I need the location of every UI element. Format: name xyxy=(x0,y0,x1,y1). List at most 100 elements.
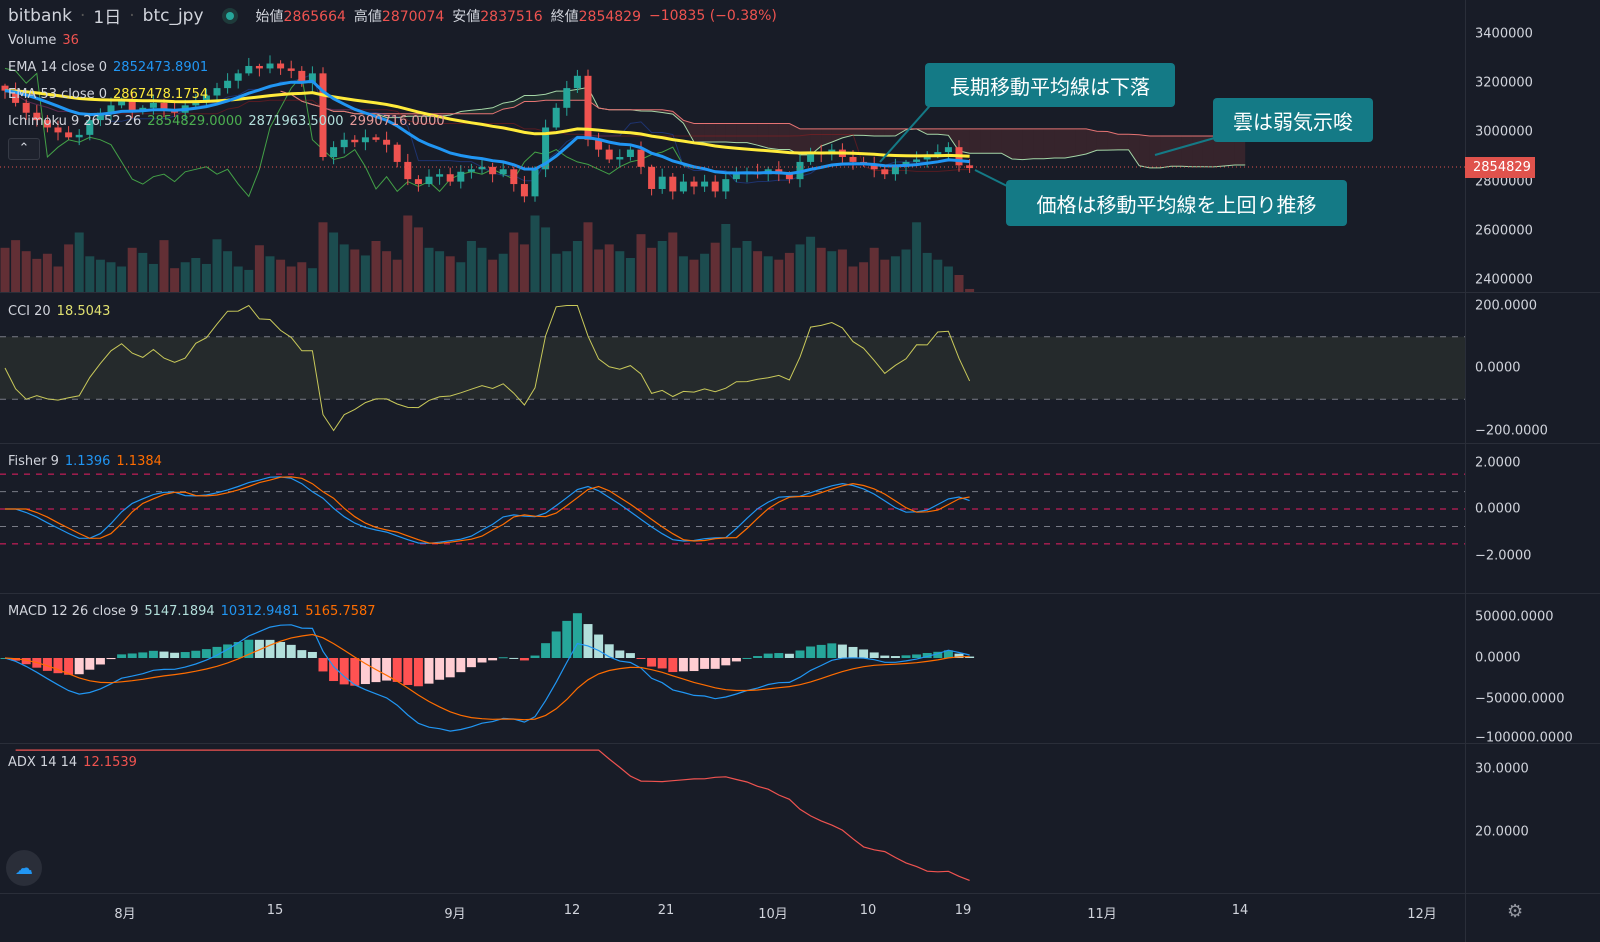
candle-body xyxy=(298,70,306,84)
volume-bar xyxy=(42,253,52,292)
macd-histogram-bar xyxy=(806,646,816,658)
pane-divider[interactable] xyxy=(0,593,1600,594)
price-tick: 2400000 xyxy=(1475,272,1533,288)
adx-tick: 20.0000 xyxy=(1475,824,1529,840)
price-tick: 3200000 xyxy=(1475,75,1533,91)
volume-bar xyxy=(254,245,264,292)
pane-divider[interactable] xyxy=(0,292,1600,293)
candle-body xyxy=(934,152,942,155)
legend-fisher[interactable]: Fisher 9 1.1396 1.1384 xyxy=(8,454,162,469)
interval[interactable]: 1日 xyxy=(93,8,122,28)
time-tick: 12月 xyxy=(1407,907,1437,922)
volume-bar xyxy=(742,241,752,292)
volume-bar xyxy=(519,244,529,292)
ichimoku-cloud-segment xyxy=(545,91,557,101)
macd-histogram-bar xyxy=(106,658,116,660)
legend-macd[interactable]: MACD 12 26 close 9 5147.1894 10312.9481 516… xyxy=(8,604,376,619)
volume-bar xyxy=(562,251,572,292)
volume-bar xyxy=(859,262,869,292)
candle-body xyxy=(160,102,168,111)
macd-histogram-bar xyxy=(148,650,158,658)
volume-bar xyxy=(880,259,890,292)
macd-histogram-bar xyxy=(85,658,95,670)
volume-bar xyxy=(329,232,339,292)
volume-bar xyxy=(74,232,84,292)
legend-adx[interactable]: ADX 14 14 12.1539 xyxy=(8,755,137,770)
fisher-tick: −2.0000 xyxy=(1475,548,1532,564)
candle-body xyxy=(54,127,62,133)
ichimoku-cloud-segment xyxy=(1213,135,1224,167)
annotation-price[interactable]: 価格は移動平均線を上回り推移 xyxy=(1006,180,1347,226)
macd-histogram-bar xyxy=(201,649,211,658)
macd-histogram-bar xyxy=(943,650,953,658)
annotation-long-ma[interactable]: 長期移動平均線は下落 xyxy=(925,63,1175,107)
macd-histogram-bar xyxy=(678,658,688,672)
macd-histogram-bar xyxy=(244,639,254,658)
candle-body xyxy=(308,73,316,84)
macd-histogram-bar xyxy=(498,657,508,659)
time-tick: 12 xyxy=(563,903,581,918)
volume-bar xyxy=(127,247,137,292)
tradingview-logo-icon[interactable]: ☁ xyxy=(6,850,42,886)
volume-bar xyxy=(625,258,635,292)
macd-histogram-bar xyxy=(424,658,434,684)
volume-bar xyxy=(148,263,158,292)
candle-body xyxy=(467,169,475,172)
volume-bar xyxy=(424,247,434,292)
time-tick: 19 xyxy=(954,903,972,918)
ichimoku-cloud-segment xyxy=(810,128,822,155)
macd-histogram-bar xyxy=(170,652,180,658)
candle-body xyxy=(679,181,687,192)
volume-bar xyxy=(297,262,307,292)
ichimoku-cloud-segment xyxy=(725,123,737,143)
candle-body xyxy=(807,152,815,162)
ichimoku-cloud-segment xyxy=(1224,135,1235,167)
annotation-pointer xyxy=(879,99,936,163)
candle-body xyxy=(944,147,952,153)
price-tick: 3000000 xyxy=(1475,124,1533,140)
ichimoku-cloud-segment xyxy=(1065,128,1076,159)
pane-divider[interactable] xyxy=(0,743,1600,744)
candle-body xyxy=(690,181,698,187)
gear-icon[interactable]: ⚙ xyxy=(1507,901,1524,922)
legend-ichimoku[interactable]: Ichimoku 9 26 52 26 2854829.0000 2871963.5… xyxy=(8,114,445,129)
candle-body xyxy=(393,144,401,162)
volume-bar xyxy=(477,247,487,292)
legend-ema14[interactable]: EMA 14 close 0 2852473.8901 xyxy=(8,60,209,75)
ichimoku-cloud-segment xyxy=(407,113,419,117)
macd-histogram-bar xyxy=(795,650,805,658)
macd-histogram-bar xyxy=(11,658,21,661)
volume-bar xyxy=(0,247,10,292)
symbol[interactable]: btc_jpy xyxy=(142,5,204,26)
candle-body xyxy=(287,68,295,71)
legend-volume[interactable]: Volume 36 xyxy=(8,33,79,48)
legend-ema53[interactable]: EMA 53 close 0 2867478.1754 xyxy=(8,87,209,102)
candle-body xyxy=(436,174,444,177)
annotation-cloud[interactable]: 雲は弱気示唆 xyxy=(1213,98,1373,142)
macd-histogram-bar xyxy=(848,646,858,658)
candle-body xyxy=(224,80,232,89)
cci-band xyxy=(0,336,1465,400)
ichimoku-cloud-segment xyxy=(1128,134,1140,166)
volume-bar xyxy=(572,241,582,292)
macd-histogram-bar xyxy=(456,658,466,673)
chevron-up-icon[interactable]: ⌃ xyxy=(8,138,40,160)
ichimoku-cloud-segment xyxy=(460,110,472,114)
legend-cci[interactable]: CCI 20 18.5043 xyxy=(8,304,111,319)
candle-body xyxy=(732,174,740,180)
candle-body xyxy=(891,166,899,175)
candle-body xyxy=(340,139,348,148)
candle-body xyxy=(626,149,634,157)
macd-histogram-bar xyxy=(668,658,678,673)
macd-histogram-bar xyxy=(731,658,741,662)
pane-divider[interactable] xyxy=(0,443,1600,444)
volume-bar xyxy=(350,249,360,292)
volume-bar xyxy=(678,256,688,292)
volume-bar xyxy=(106,262,116,292)
ichimoku-cloud-segment xyxy=(1096,131,1108,151)
ichimoku-cloud-segment xyxy=(1118,134,1129,150)
volume-bar xyxy=(965,288,975,292)
candle-body xyxy=(202,95,210,101)
ichimoku-cloud-segment xyxy=(1054,128,1065,159)
